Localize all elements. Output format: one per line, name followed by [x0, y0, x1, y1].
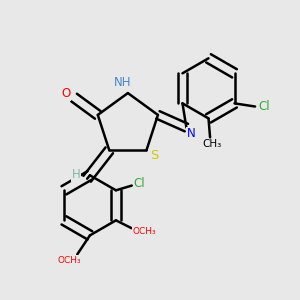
Text: Cl: Cl	[134, 178, 145, 190]
Text: OCH₃: OCH₃	[58, 256, 81, 265]
Text: NH: NH	[114, 76, 132, 89]
Text: N: N	[187, 128, 196, 140]
Text: S: S	[150, 149, 158, 163]
Text: OCH₃: OCH₃	[133, 227, 156, 236]
Text: O: O	[61, 87, 71, 100]
Text: CH₃: CH₃	[202, 139, 221, 149]
Text: H: H	[72, 168, 80, 182]
Text: Cl: Cl	[258, 100, 270, 113]
